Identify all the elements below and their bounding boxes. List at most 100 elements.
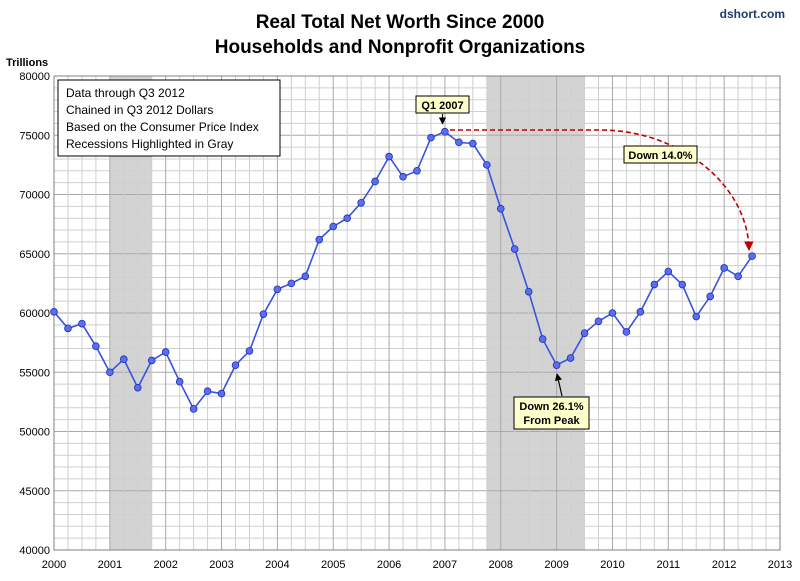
x-tick-label: 2001: [98, 559, 122, 571]
data-point: [734, 272, 742, 281]
x-axis-ticks: 2000 2001 2002 2003 2004 2005 2006 2007 2008 2009…: [42, 559, 792, 571]
x-tick-label: 2008: [489, 559, 513, 571]
data-point: [580, 329, 589, 337]
y-tick-label: 75000: [19, 130, 50, 142]
data-point: [329, 222, 338, 231]
data-point: [92, 342, 100, 350]
series-points: [50, 127, 756, 413]
data-point: [287, 279, 296, 288]
x-tick-label: 2011: [656, 559, 680, 571]
y-tick-label: 60000: [19, 308, 50, 320]
trough-callout-line: From Peak: [523, 415, 580, 427]
info-box-line: Based on the Consumer Price Index: [66, 120, 259, 134]
data-point: [301, 272, 310, 281]
peak-callout-box: [415, 95, 470, 114]
peak-callout-label: Q1 2007: [421, 100, 463, 112]
data-point: [50, 308, 58, 316]
data-point: [706, 292, 714, 301]
data-point: [427, 133, 435, 142]
x-tick-label: 2012: [712, 559, 736, 571]
trough-annotation: Down 26.1% From Peak: [513, 373, 590, 430]
data-point: [203, 387, 212, 396]
data-point: [189, 405, 198, 413]
data-point: [231, 361, 240, 369]
data-point: [664, 267, 673, 276]
data-point: [147, 356, 156, 365]
x-tick-label: 2006: [377, 559, 401, 571]
data-point: [748, 252, 756, 260]
info-box-line: Data through Q3 2012: [66, 86, 185, 100]
data-point: [64, 324, 72, 333]
data-point: [273, 285, 282, 294]
x-tick-label: 2002: [153, 559, 177, 571]
data-point: [622, 328, 631, 336]
trough-callout-line: Down 26.1%: [519, 401, 583, 413]
data-point: [399, 172, 407, 181]
x-tick-label: 2005: [321, 559, 345, 571]
x-tick-label: 2003: [209, 559, 233, 571]
x-tick-label: 2009: [544, 559, 568, 571]
data-point: [678, 280, 687, 289]
chart-title: Real Total Net Worth Since 2000: [256, 12, 545, 33]
data-point: [692, 312, 701, 321]
data-point: [496, 204, 505, 213]
recovery-callout-label: Down 14.0%: [628, 150, 692, 162]
data-point: [566, 354, 575, 362]
recovery-annotation: Down 14.0%: [450, 129, 754, 251]
data-point: [78, 319, 86, 328]
info-box-line: Recessions Highlighted in Gray: [66, 137, 233, 151]
data-point: [161, 348, 170, 356]
data-point: [245, 347, 254, 355]
data-point: [469, 139, 477, 148]
data-point: [510, 245, 519, 253]
y-axis-ticks: 40000 45000 50000 55000 60000 65000 70000 75000…: [19, 71, 50, 557]
data-point: [385, 152, 393, 161]
data-point: [413, 167, 421, 175]
chart-subtitle: Households and Nonprofit Organizations: [215, 37, 586, 58]
data-point: [120, 355, 128, 364]
data-point: [315, 235, 324, 244]
y-axis-unit-label: Trillions: [6, 57, 48, 69]
recovery-callout-box: [623, 145, 698, 164]
data-point: [524, 287, 533, 296]
data-point: [483, 161, 491, 169]
data-point: [175, 377, 184, 386]
info-box: Data through Q3 2012 Chained in Q3 2012 …: [57, 79, 281, 157]
data-point: [217, 389, 226, 398]
data-point: [133, 383, 142, 392]
data-point: [357, 198, 365, 207]
y-tick-label: 50000: [19, 427, 50, 439]
data-point: [594, 317, 603, 326]
data-point: [636, 308, 645, 316]
trough-arrow: [554, 373, 563, 397]
peak-annotation: Q1 2007: [415, 95, 470, 125]
y-tick-label: 65000: [19, 249, 50, 261]
info-box-frame: [57, 79, 281, 157]
data-point: [720, 264, 728, 272]
x-tick-label: 2000: [42, 559, 66, 571]
data-point: [538, 335, 547, 343]
x-tick-label: 2010: [600, 559, 624, 571]
y-tick-label: 55000: [19, 367, 50, 379]
trough-callout-box: [513, 396, 590, 430]
data-point: [259, 310, 268, 318]
data-point: [552, 361, 561, 369]
data-point: [343, 214, 351, 223]
data-point: [441, 127, 449, 136]
data-point: [650, 280, 659, 289]
data-point: [106, 368, 114, 377]
source-credit: dshort.com: [720, 7, 785, 21]
data-point: [455, 138, 463, 147]
x-tick-label: 2013: [768, 559, 792, 571]
info-box-line: Chained in Q3 2012 Dollars: [66, 103, 213, 117]
y-tick-label: 80000: [19, 71, 50, 83]
x-tick-label: 2004: [265, 559, 289, 571]
data-point: [608, 309, 617, 317]
y-tick-label: 45000: [19, 486, 50, 498]
y-tick-label: 70000: [19, 190, 50, 202]
y-tick-label: 40000: [19, 545, 50, 557]
data-point: [371, 177, 379, 186]
x-tick-label: 2007: [433, 559, 457, 571]
